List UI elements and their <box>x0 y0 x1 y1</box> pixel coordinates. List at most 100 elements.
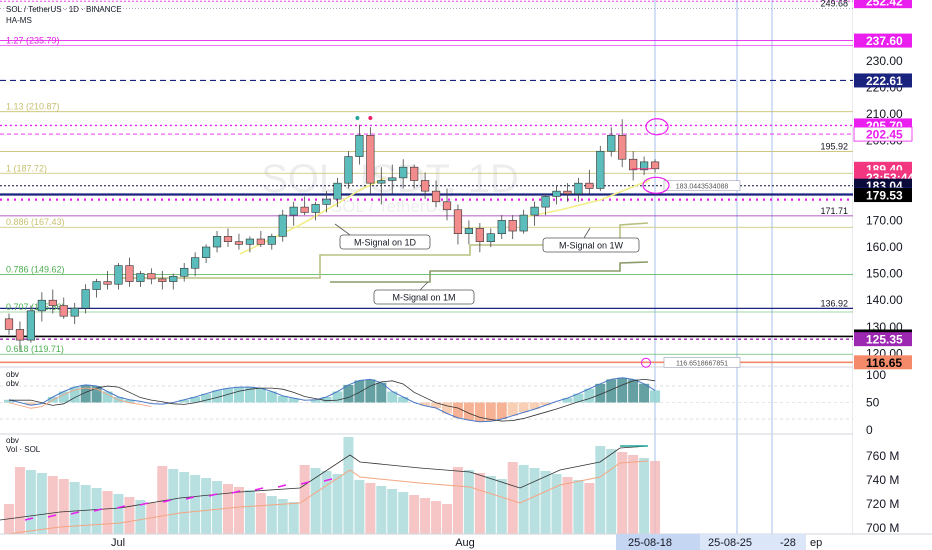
candle[interactable] <box>366 127 375 194</box>
time-label[interactable]: ep <box>810 537 822 549</box>
candle[interactable] <box>552 185 561 205</box>
candle[interactable] <box>202 244 211 263</box>
volume-bar <box>496 479 507 534</box>
time-label[interactable]: Jul <box>111 537 125 549</box>
candle[interactable] <box>81 284 90 314</box>
price-badges: 252.42237.60222.61205.70202.45189.4023:5… <box>853 0 914 370</box>
highlight-ellipse-mid <box>642 176 670 194</box>
volume-bar <box>212 481 223 534</box>
candle[interactable] <box>92 278 101 298</box>
price-badge-label: 222.61 <box>866 74 903 88</box>
candle[interactable] <box>37 292 46 322</box>
candle[interactable] <box>300 196 309 216</box>
time-label[interactable]: Aug <box>455 537 475 549</box>
osc-bar <box>179 399 190 403</box>
candle[interactable] <box>322 191 331 213</box>
candle[interactable] <box>267 233 276 250</box>
volume-bar <box>387 489 398 534</box>
candle[interactable] <box>420 172 430 200</box>
price-badge-bg <box>854 355 912 370</box>
candle[interactable] <box>26 305 36 343</box>
candle[interactable] <box>4 313 14 335</box>
candle[interactable] <box>574 177 583 202</box>
osc-bar <box>58 391 69 403</box>
osc-bar <box>650 390 661 403</box>
candle[interactable] <box>180 262 189 282</box>
candle[interactable] <box>410 164 419 189</box>
candle[interactable] <box>530 201 539 226</box>
candle[interactable] <box>486 228 495 247</box>
time-highlight-1 <box>616 534 700 550</box>
candle[interactable] <box>136 270 145 287</box>
candle[interactable] <box>618 119 627 168</box>
time-label[interactable]: 25-08-25 <box>708 537 752 549</box>
candle[interactable] <box>650 159 660 173</box>
osc-bar <box>266 391 277 403</box>
candle[interactable] <box>48 289 57 314</box>
candle[interactable] <box>563 183 572 202</box>
candle[interactable] <box>388 164 397 194</box>
volume-bar <box>365 483 376 534</box>
osc-bar <box>442 402 452 414</box>
candle[interactable] <box>158 270 167 290</box>
osc-bar <box>201 393 212 403</box>
vol-signal-tick <box>277 484 287 488</box>
candle[interactable] <box>344 151 353 189</box>
candle[interactable] <box>223 228 233 247</box>
candle[interactable] <box>289 201 298 226</box>
candle[interactable] <box>464 220 474 245</box>
time-axis[interactable]: Jul Aug 25-08-18 25-08-25 -28 ep <box>0 533 932 550</box>
vol-signal-tick <box>185 496 195 500</box>
candle[interactable] <box>278 209 287 242</box>
candle-body <box>541 196 550 208</box>
candle[interactable] <box>212 231 222 253</box>
candle[interactable] <box>639 156 649 176</box>
volume-bar <box>420 498 431 534</box>
time-label[interactable]: 25-08-18 <box>628 537 672 549</box>
candle[interactable] <box>541 193 550 216</box>
candle[interactable] <box>147 268 156 285</box>
candle[interactable] <box>245 236 255 253</box>
m-signal-1w-line <box>120 222 649 279</box>
candle[interactable] <box>399 159 408 189</box>
candle[interactable] <box>596 145 605 192</box>
price-badge: 237.60 <box>854 33 912 48</box>
candle[interactable] <box>191 252 200 277</box>
candle[interactable] <box>333 177 342 208</box>
price-axis[interactable]: 230.00220.00210.00200.00190.00180.00170.… <box>853 0 932 550</box>
candles[interactable] <box>4 115 660 351</box>
candle[interactable] <box>431 180 441 208</box>
candle[interactable] <box>103 270 112 290</box>
candle[interactable] <box>607 127 616 157</box>
candle[interactable] <box>453 204 463 245</box>
time-label[interactable]: -28 <box>780 537 796 549</box>
osc-bar <box>628 379 639 403</box>
candle[interactable] <box>114 262 123 290</box>
osc-bar <box>4 399 14 403</box>
level-label: 171.71 <box>820 206 848 216</box>
volume-bar <box>507 462 518 534</box>
candle[interactable] <box>585 169 594 194</box>
candle[interactable] <box>508 215 517 240</box>
candle-body <box>322 198 331 205</box>
candle[interactable] <box>125 257 134 287</box>
candle[interactable] <box>70 302 79 325</box>
candle[interactable] <box>311 201 320 221</box>
candle[interactable] <box>256 231 265 247</box>
candle[interactable] <box>169 273 178 290</box>
candle[interactable] <box>234 233 244 250</box>
candle[interactable] <box>519 209 528 234</box>
candle[interactable] <box>442 188 452 221</box>
candle[interactable] <box>59 297 68 319</box>
candle[interactable] <box>629 151 638 181</box>
candle[interactable] <box>377 167 386 205</box>
candle[interactable] <box>497 215 506 240</box>
candle[interactable] <box>15 321 25 351</box>
candle[interactable] <box>475 223 484 253</box>
candle-body <box>267 236 276 245</box>
price-badge: 202.45 <box>853 126 913 142</box>
candle[interactable] <box>355 124 364 165</box>
